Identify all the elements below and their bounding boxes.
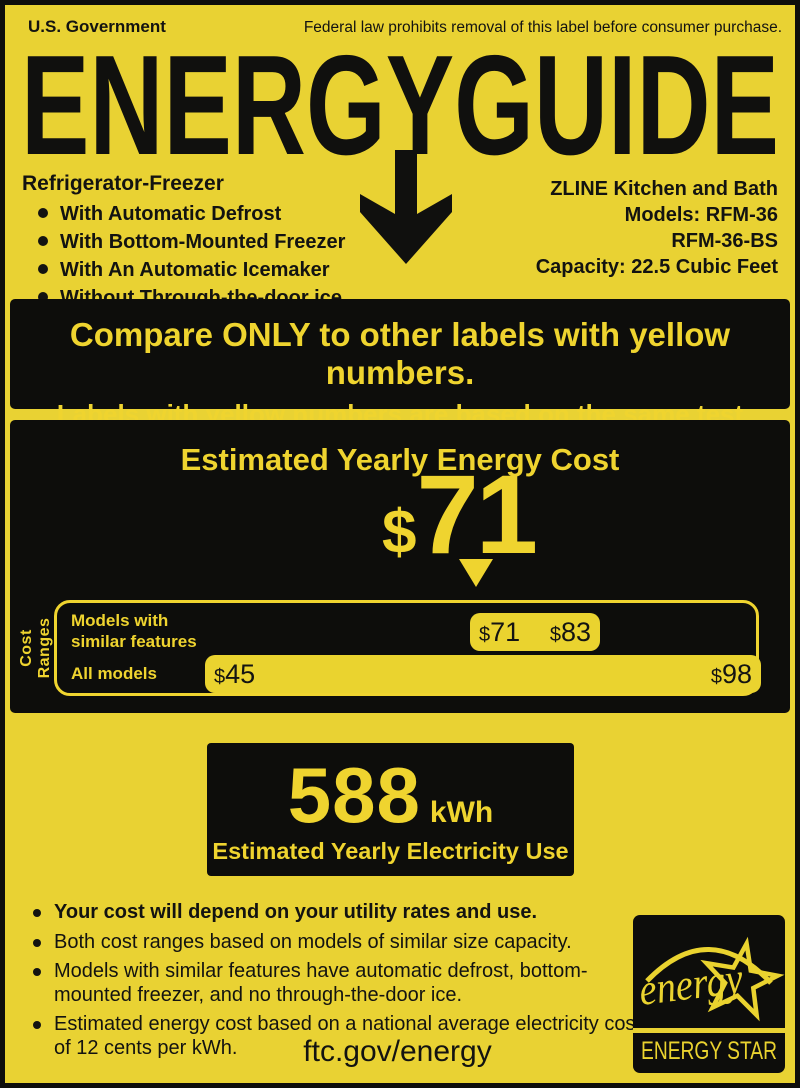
federal-law-notice: Federal law prohibits removal of this la… (303, 19, 782, 36)
us-government-text: U.S. Government (28, 17, 166, 36)
footnote-text: Both cost ranges based on models of simi… (54, 930, 572, 953)
manufacturer-name: ZLINE Kitchen and Bath (550, 178, 778, 200)
energyguide-logo-text: ENERGYGUIDE (21, 50, 779, 160)
bullet-icon (38, 208, 48, 218)
bullet-icon (33, 968, 41, 976)
down-arrow-icon (358, 150, 454, 273)
bullet-icon (38, 264, 48, 274)
estimated-cost-value: $ 71 (382, 452, 538, 577)
electricity-use-box: 588 kWh Estimated Yearly Electricity Use (207, 743, 574, 876)
energyguide-logo: ENERGYGUIDE (20, 26, 783, 185)
currency-sign: $ (382, 498, 417, 567)
cost-title: Estimated Yearly Energy Cost (180, 442, 620, 477)
range-max: $98 (710, 658, 752, 689)
footnote-item: Models with similar features have automa… (30, 960, 644, 1007)
appliance-type: Refrigerator-Freezer (22, 172, 224, 195)
kwh-unit: kWh (429, 796, 494, 829)
electricity-use-caption: Estimated Yearly Electricity Use (212, 838, 569, 864)
electricity-use-value: 588 kWh (207, 747, 574, 845)
similar-models-label: Models with similar features (71, 611, 197, 651)
compare-notice-box: Compare ONLY to other labels with yellow… (10, 299, 790, 460)
capacity-text: Capacity: 22.5 Cubic Feet (535, 256, 778, 278)
cost-ranges-panel: Models with similar features $71 $83 All… (54, 600, 761, 696)
range-max: $83 (549, 616, 591, 647)
feature-item: With Automatic Defrost (22, 203, 392, 225)
bullet-icon (38, 292, 48, 302)
feature-item: With Bottom-Mounted Freezer (22, 231, 392, 253)
feature-label: With An Automatic Icemaker (60, 259, 330, 281)
bullet-icon (33, 1021, 41, 1029)
all-models-range-bar: $45 $98 (205, 655, 761, 693)
all-models-label: All models (71, 664, 157, 683)
compare-headline: Compare ONLY to other labels with yellow… (69, 316, 731, 391)
model-number-line2: RFM-36-BS (671, 230, 778, 252)
footnotes: Your cost will depend on your utility ra… (30, 901, 644, 1066)
kwh-amount: 588 (287, 751, 421, 839)
energy-star-logo: energy ENERGY STAR (633, 915, 785, 1078)
bullet-icon (38, 236, 48, 246)
footnote-item: Your cost will depend on your utility ra… (30, 901, 644, 925)
footnote-item: Estimated energy cost based on a nationa… (30, 1013, 644, 1060)
range-min: $71 (479, 616, 521, 647)
footnote-text: Estimated energy cost based on a nationa… (54, 1013, 641, 1059)
footnote-text: Models with similar features have automa… (54, 960, 588, 1006)
bullet-icon (33, 909, 41, 917)
star-icon (700, 936, 785, 1022)
manufacturer-info: ZLINE Kitchen and Bath Models: RFM-36 RF… (536, 176, 778, 280)
footnote-text: Your cost will depend on your utility ra… (54, 901, 538, 923)
feature-item: With An Automatic Icemaker (22, 259, 392, 281)
footnote-item: Both cost ranges based on models of simi… (30, 931, 644, 955)
model-number-line1: Models: RFM-36 (624, 204, 778, 226)
range-min: $45 (214, 658, 256, 689)
cost-pointer-icon (459, 559, 493, 587)
ftc-url: ftc.gov/energy (303, 1035, 492, 1068)
feature-label: With Bottom-Mounted Freezer (60, 231, 346, 253)
similar-models-range-bar: $71 $83 (470, 613, 600, 651)
feature-label: With Automatic Defrost (60, 203, 282, 225)
bullet-icon (33, 938, 41, 947)
energy-star-label: ENERGY STAR (641, 1037, 777, 1065)
yearly-cost-box: Estimated Yearly Energy Cost $ 71 Cost R… (10, 420, 790, 713)
cost-ranges-axis-label: Cost Ranges (18, 617, 53, 679)
cost-amount: 71 (416, 452, 538, 577)
